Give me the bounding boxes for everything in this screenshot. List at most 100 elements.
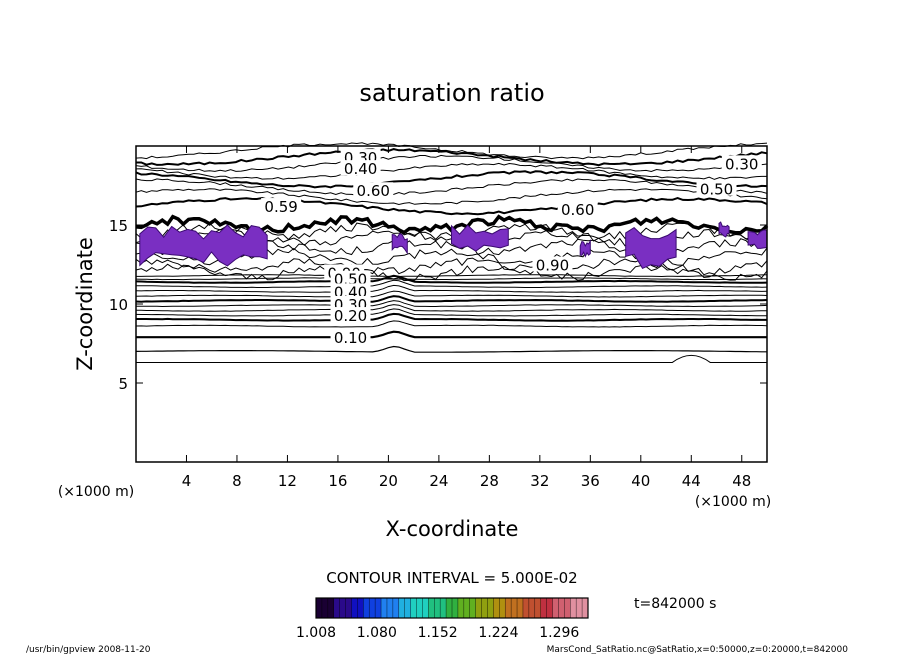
contour-label-bg (696, 180, 737, 196)
contour-label-bg (721, 155, 762, 171)
x-tick-label: 28 (480, 472, 499, 490)
supersaturated-region (139, 224, 268, 267)
contour-label-bg (353, 182, 394, 198)
colorbar-tick-labels: 1.008 1.080 1.152 1.224 1.296 (296, 625, 579, 641)
x-axis-ticks: 4 8 12 16 20 24 28 32 36 40 44 48 (182, 146, 751, 490)
colorbar-cell (386, 598, 394, 618)
contour-label-bg (261, 198, 302, 214)
colorbar-cell (404, 598, 412, 618)
contour-line (135, 320, 768, 328)
contour-label-bg (330, 329, 371, 345)
colorbar-cell (416, 598, 423, 618)
colorbar-cell (582, 598, 589, 618)
colorbar-cell (363, 598, 370, 618)
supersaturated-region (451, 224, 509, 252)
colorbar-cell (475, 598, 483, 618)
y-tick-label: 15 (109, 217, 128, 235)
contour-line (135, 295, 768, 303)
colorbar-cell (351, 598, 358, 618)
colorbar-cell (381, 598, 388, 618)
contour-line (136, 148, 768, 167)
contour-line (135, 263, 768, 282)
colorbar-cell (339, 598, 347, 618)
plot-area: 0.300.400.300.500.600.590.600.900.900.50… (135, 142, 769, 463)
contour-label-bg (330, 270, 371, 286)
contour-line (135, 304, 767, 312)
contour-label: 0.60 (561, 201, 594, 219)
colorbar-cell (493, 598, 500, 618)
contour-line (135, 154, 768, 173)
colorbar-cell (499, 598, 506, 618)
colorbar-tick-label: 1.224 (478, 625, 518, 641)
x-tick-label: 32 (530, 472, 549, 490)
contour-line (136, 274, 768, 278)
x-tick-label: 4 (182, 472, 192, 490)
colorbar-tick-label: 1.080 (357, 625, 397, 641)
contour-label-bg (330, 307, 371, 323)
colorbar-cell (422, 598, 429, 618)
z-unit-label: (×1000 m) (58, 484, 134, 500)
contour-label: 0.40 (344, 160, 377, 178)
colorbar-tick-label: 1.008 (296, 625, 336, 641)
supersaturated-region (625, 226, 677, 270)
contour-label-bg (340, 160, 381, 176)
colorbar-cell (392, 598, 400, 618)
x-tick-label: 16 (328, 472, 347, 490)
contour-line (136, 312, 767, 322)
x-tick-label: 24 (429, 472, 448, 490)
contour-line (136, 279, 768, 289)
colorbar-cell (457, 598, 465, 618)
contour-line (135, 178, 768, 196)
supersaturated-region (718, 221, 730, 238)
x-tick-label: 40 (631, 472, 650, 490)
colorbar (315, 598, 589, 618)
colorbar-cell (534, 598, 542, 618)
contour-line (135, 345, 767, 353)
contour-line (135, 274, 768, 284)
contour-labels: 0.300.400.300.500.600.590.600.900.900.50… (261, 149, 762, 347)
footer-right: MarsCond_SatRatio.nc@SatRatio,x=0:50000,… (547, 645, 849, 654)
contour-line (136, 354, 767, 363)
supersaturated-region (391, 232, 408, 255)
colorbar-cell (540, 598, 548, 618)
contour-label: 0.20 (334, 307, 367, 325)
colorbar-cell (576, 598, 583, 618)
colorbar-cell (452, 598, 459, 618)
colorbar-cell (446, 598, 453, 618)
contour-line (136, 300, 768, 308)
contour-label-bg (532, 256, 573, 272)
x-axis-label: X-coordinate (386, 517, 519, 541)
contour-label: 0.10 (334, 329, 367, 347)
colorbar-tick-label: 1.296 (539, 625, 579, 641)
contour-line (135, 162, 767, 180)
contour-interval-text: CONTOUR INTERVAL = 5.000E-02 (326, 569, 577, 587)
colorbar-cell (327, 598, 335, 618)
colorbar-cell (321, 598, 329, 618)
colorbar-cell (369, 598, 376, 618)
y-axis-ticks: 5 10 15 (109, 217, 767, 393)
contour-label-bg (330, 283, 371, 299)
colorbar-cell (558, 598, 565, 618)
x-tick-label: 36 (581, 472, 600, 490)
contour-label: 0.60 (357, 182, 390, 200)
contour-line (135, 142, 768, 160)
x-tick-label: 12 (278, 472, 297, 490)
colorbar-cell (463, 598, 471, 618)
x-tick-label: 44 (682, 472, 701, 490)
contour-line (135, 170, 768, 189)
colorbar-frame (315, 597, 589, 619)
colorbar-cell (469, 598, 477, 618)
x-unit-label: (×1000 m) (695, 494, 771, 510)
colorbar-cell (481, 598, 488, 618)
colorbar-cell (546, 598, 554, 618)
x-tick-label: 20 (379, 472, 398, 490)
colorbar-cell (345, 598, 352, 618)
footer-left: /usr/bin/gpview 2008-11-20 (26, 645, 151, 654)
contour-label-bg (557, 201, 598, 217)
supersaturated-region (579, 239, 591, 258)
x-tick-label: 48 (732, 472, 751, 490)
colorbar-cell (487, 598, 494, 618)
colorbar-cell (316, 598, 323, 618)
contour-line (135, 277, 768, 281)
plot-background (136, 146, 767, 462)
